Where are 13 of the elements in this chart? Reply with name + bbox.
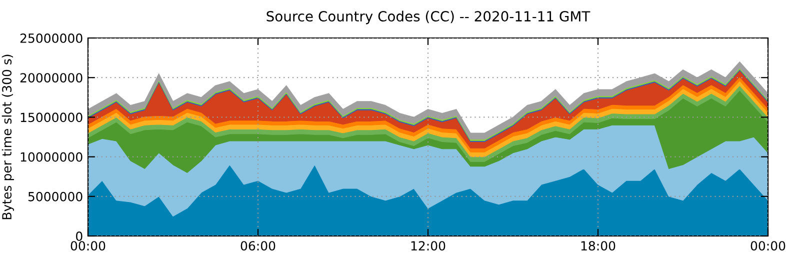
y-tick-label: 20000000: [20, 73, 82, 83]
x-tick-label: 00:00: [750, 241, 786, 251]
y-tick-label: 5000000: [28, 192, 82, 202]
x-tick-label: 12:00: [411, 241, 446, 251]
chart-title: Source Country Codes (CC) -- 2020-11-11 GMT: [266, 10, 590, 24]
y-tick-label: 15000000: [20, 112, 82, 122]
y-axis-title: Bytes per time slot (300 s): [2, 54, 14, 220]
y-tick-label: 0: [76, 231, 82, 241]
y-tick-label: 25000000: [20, 33, 82, 43]
x-tick-label: 00:00: [70, 241, 106, 251]
x-tick-label: 06:00: [240, 241, 276, 251]
x-tick-label: 18:00: [581, 241, 616, 251]
y-tick-label: 10000000: [20, 152, 82, 162]
